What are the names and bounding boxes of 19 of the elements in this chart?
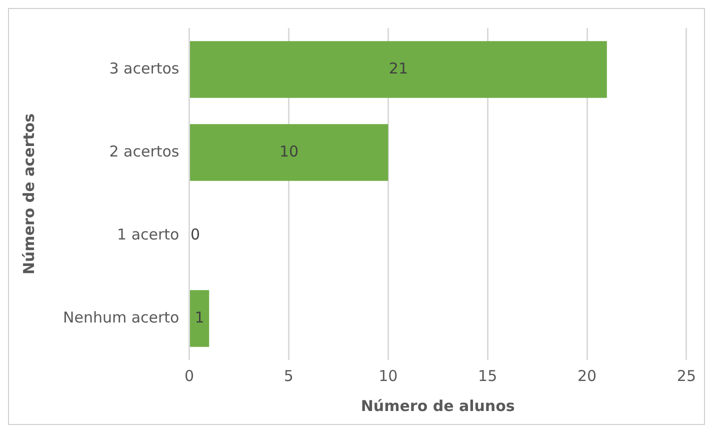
x-tick-label: 10 [378,366,398,385]
data-label: 0 [190,225,200,244]
y-tick-label: 3 acertos [109,59,180,78]
y-tick-label: 1 acerto [117,225,180,244]
x-tick-label: 0 [184,366,194,385]
y-axis-title: Número de acertos [20,113,38,275]
data-label: 10 [280,142,299,160]
y-tick-label: Nenhum acerto [62,308,180,326]
bar [190,41,607,98]
bar [190,124,388,181]
bar [190,290,210,347]
x-axis-title: Número de alunos [360,396,515,415]
x-tick-label: 20 [577,366,597,385]
data-label: 21 [388,59,408,78]
y-tick-label: 2 acertos [109,142,180,160]
data-label: 1 [194,308,204,326]
x-tick-label: 5 [284,366,294,385]
x-tick-label: 15 [478,366,498,385]
x-tick-label: 25 [676,366,696,385]
